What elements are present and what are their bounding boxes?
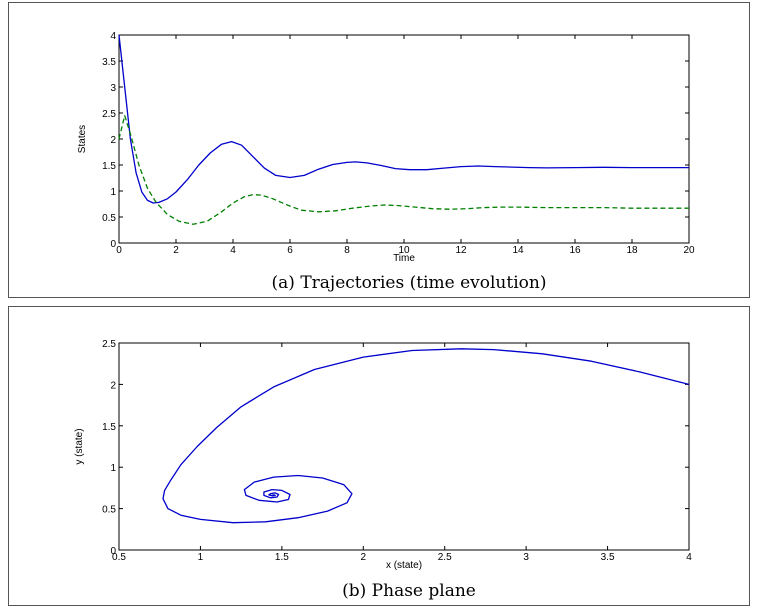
y-tick-label: 1.5 — [102, 422, 116, 433]
y-tick-label: 1 — [110, 187, 116, 198]
x-axis-label: x (state) — [386, 560, 422, 571]
y-tick-label: 3 — [110, 83, 116, 94]
x-tick-label: 16 — [569, 245, 581, 256]
x-tick-label: 18 — [626, 245, 638, 256]
y-axis-label: y (state) — [74, 428, 85, 464]
x-tick-label: 1.5 — [275, 552, 289, 563]
y-tick-label: 2 — [110, 380, 116, 391]
y-axis-label: States — [77, 125, 88, 153]
x-tick-label: 8 — [344, 245, 350, 256]
plot-area — [118, 34, 690, 244]
chart-panel-phase-plane: 0.5 1 1.5 2 2.5 3 3.5 4 0 0.5 1 1.5 2 2.5 x (state) y (… — [8, 306, 750, 606]
x-tick-label: 6 — [287, 245, 293, 256]
x-tick-label: 0 — [116, 245, 122, 256]
x-tick-label: 3 — [523, 552, 529, 563]
trajectories-chart: 0 2 4 6 8 10 12 14 16 18 20 0 0.5 1 1.5 2 2.5 3 3.5 4 Time St… — [77, 31, 695, 293]
y-tick-label: 2.5 — [102, 109, 116, 120]
phase-plane-chart: 0.5 1 1.5 2 2.5 3 3.5 400.511.522.5x (state)y (… — [74, 339, 692, 601]
y-tick-label: 2.5 — [102, 339, 116, 350]
figure-caption: (b) Phase plane — [342, 581, 476, 601]
x-tick-label: 2 — [361, 552, 367, 563]
x-tick-label: 10 — [398, 245, 410, 256]
figure-caption: (a) Trajectories (time evolution) — [272, 273, 547, 293]
chart-panel-trajectories: 0 2 4 6 8 10 12 14 16 18 20 0 0.5 1 1.5 2 2.5 3 3.5 4 Time St… — [8, 2, 750, 298]
x-tick-label: 4 — [686, 552, 692, 563]
x-axis-label: Time — [393, 253, 415, 264]
y-tick-label: 1 — [110, 463, 116, 474]
y-tick-label: 4 — [110, 31, 116, 42]
x-tick-label: 20 — [683, 245, 695, 256]
y-tick-label: 3.5 — [102, 57, 116, 68]
y-tick-label: 0 — [110, 546, 116, 557]
y-tick-label: 0.5 — [102, 213, 116, 224]
x-tick-label: 12 — [455, 245, 467, 256]
y-tick-label: 1.5 — [102, 161, 116, 172]
x-tick-label: 0.5 — [112, 552, 126, 563]
x-tick-label: 4 — [230, 245, 236, 256]
x-tick-label: 2.5 — [438, 552, 452, 563]
plot-area — [118, 342, 690, 551]
x-tick-label: 14 — [512, 245, 524, 256]
x-tick-label: 2 — [173, 245, 179, 256]
y-tick-label: 0 — [110, 239, 116, 250]
y-tick-label: 2 — [110, 135, 116, 146]
series-line-1 — [162, 348, 690, 524]
series-line-1 — [118, 34, 689, 204]
x-tick-label: 3.5 — [601, 552, 615, 563]
y-tick-label: 0.5 — [102, 505, 116, 516]
series-line-2 — [118, 114, 689, 225]
x-tick-label: 1 — [198, 552, 204, 563]
